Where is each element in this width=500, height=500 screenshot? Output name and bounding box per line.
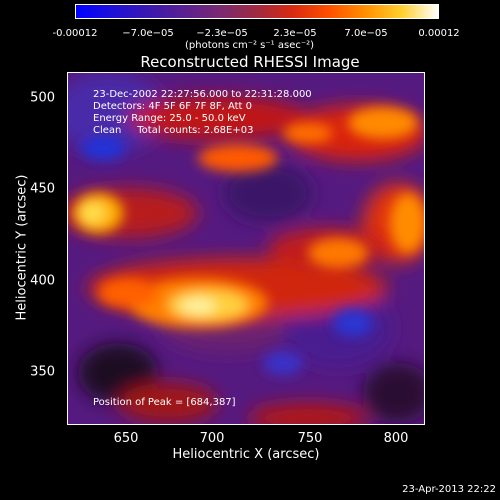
x-axis-label: Heliocentric X (arcsec)	[172, 447, 320, 462]
y-tick-label: 350	[30, 364, 55, 380]
info-detectors: Detectors: 4F 5F 6F 7F 8F, Att 0	[93, 101, 253, 112]
info-clean: Clean Total counts: 2.68E+03	[93, 125, 254, 136]
info-energy: Energy Range: 25.0 - 50.0 keV	[93, 113, 246, 124]
colorbar-unit: (photons cm⁻² s⁻¹ asec⁻²)	[185, 40, 315, 51]
x-tick-label: 750	[297, 431, 323, 446]
y-tick-label: 400	[30, 273, 55, 289]
y-tick-label: 450	[30, 181, 55, 197]
x-tick-label: 650	[113, 431, 139, 446]
rhessi-image: 23-Dec-2002 22:27:56.000 to 22:31:28.000…	[67, 72, 425, 425]
footer-date: 23-Apr-2013 22:22	[402, 484, 496, 495]
info-time: 23-Dec-2002 22:27:56.000 to 22:31:28.000	[93, 89, 312, 100]
colorbar-tick: 2.3e−05	[273, 28, 317, 39]
colorbar-tick: −7.0e−05	[122, 28, 174, 39]
x-tick-label: 700	[199, 431, 225, 446]
y-tick-label: 500	[30, 90, 55, 106]
y-axis-label: Heliocentric Y (arcsec)	[14, 174, 30, 321]
heatmap-image	[68, 73, 424, 424]
plot-title: Reconstructed RHESSI Image	[140, 53, 360, 71]
colorbar-tick: 0.00012	[418, 28, 460, 39]
x-tick-label: 800	[383, 431, 409, 446]
colorbar	[75, 4, 439, 19]
info-peak: Position of Peak = [684,387]	[93, 397, 236, 408]
colorbar-tick: -0.00012	[52, 28, 98, 39]
colorbar-tick: −2.3e−05	[196, 28, 248, 39]
colorbar-tick: 7.0e−05	[344, 28, 388, 39]
